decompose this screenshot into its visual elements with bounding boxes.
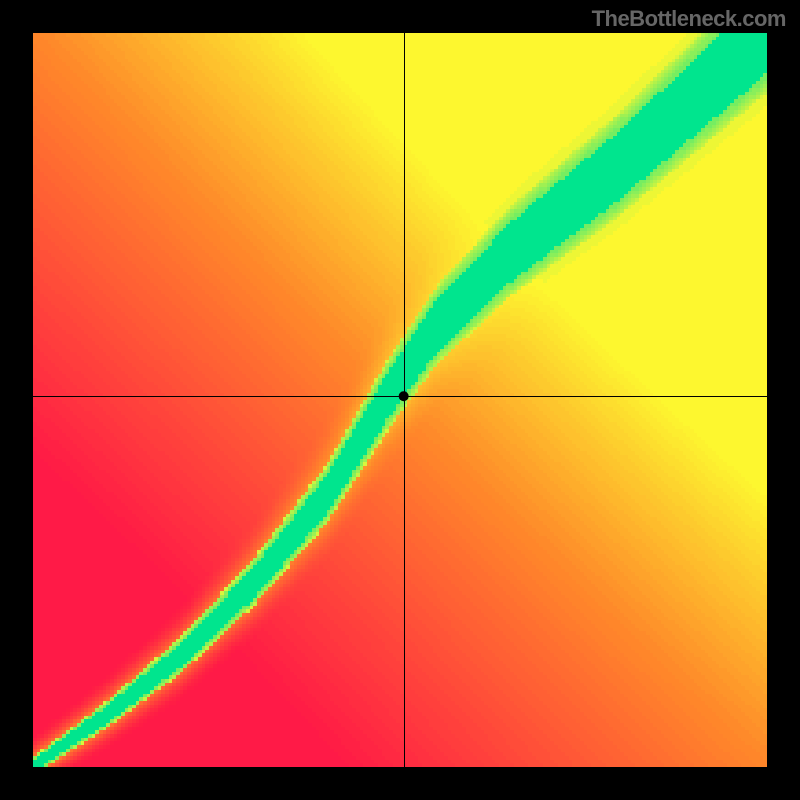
bottleneck-heatmap-canvas: [0, 0, 800, 800]
chart-frame: TheBottleneck.com: [0, 0, 800, 800]
watermark-label: TheBottleneck.com: [592, 6, 786, 32]
